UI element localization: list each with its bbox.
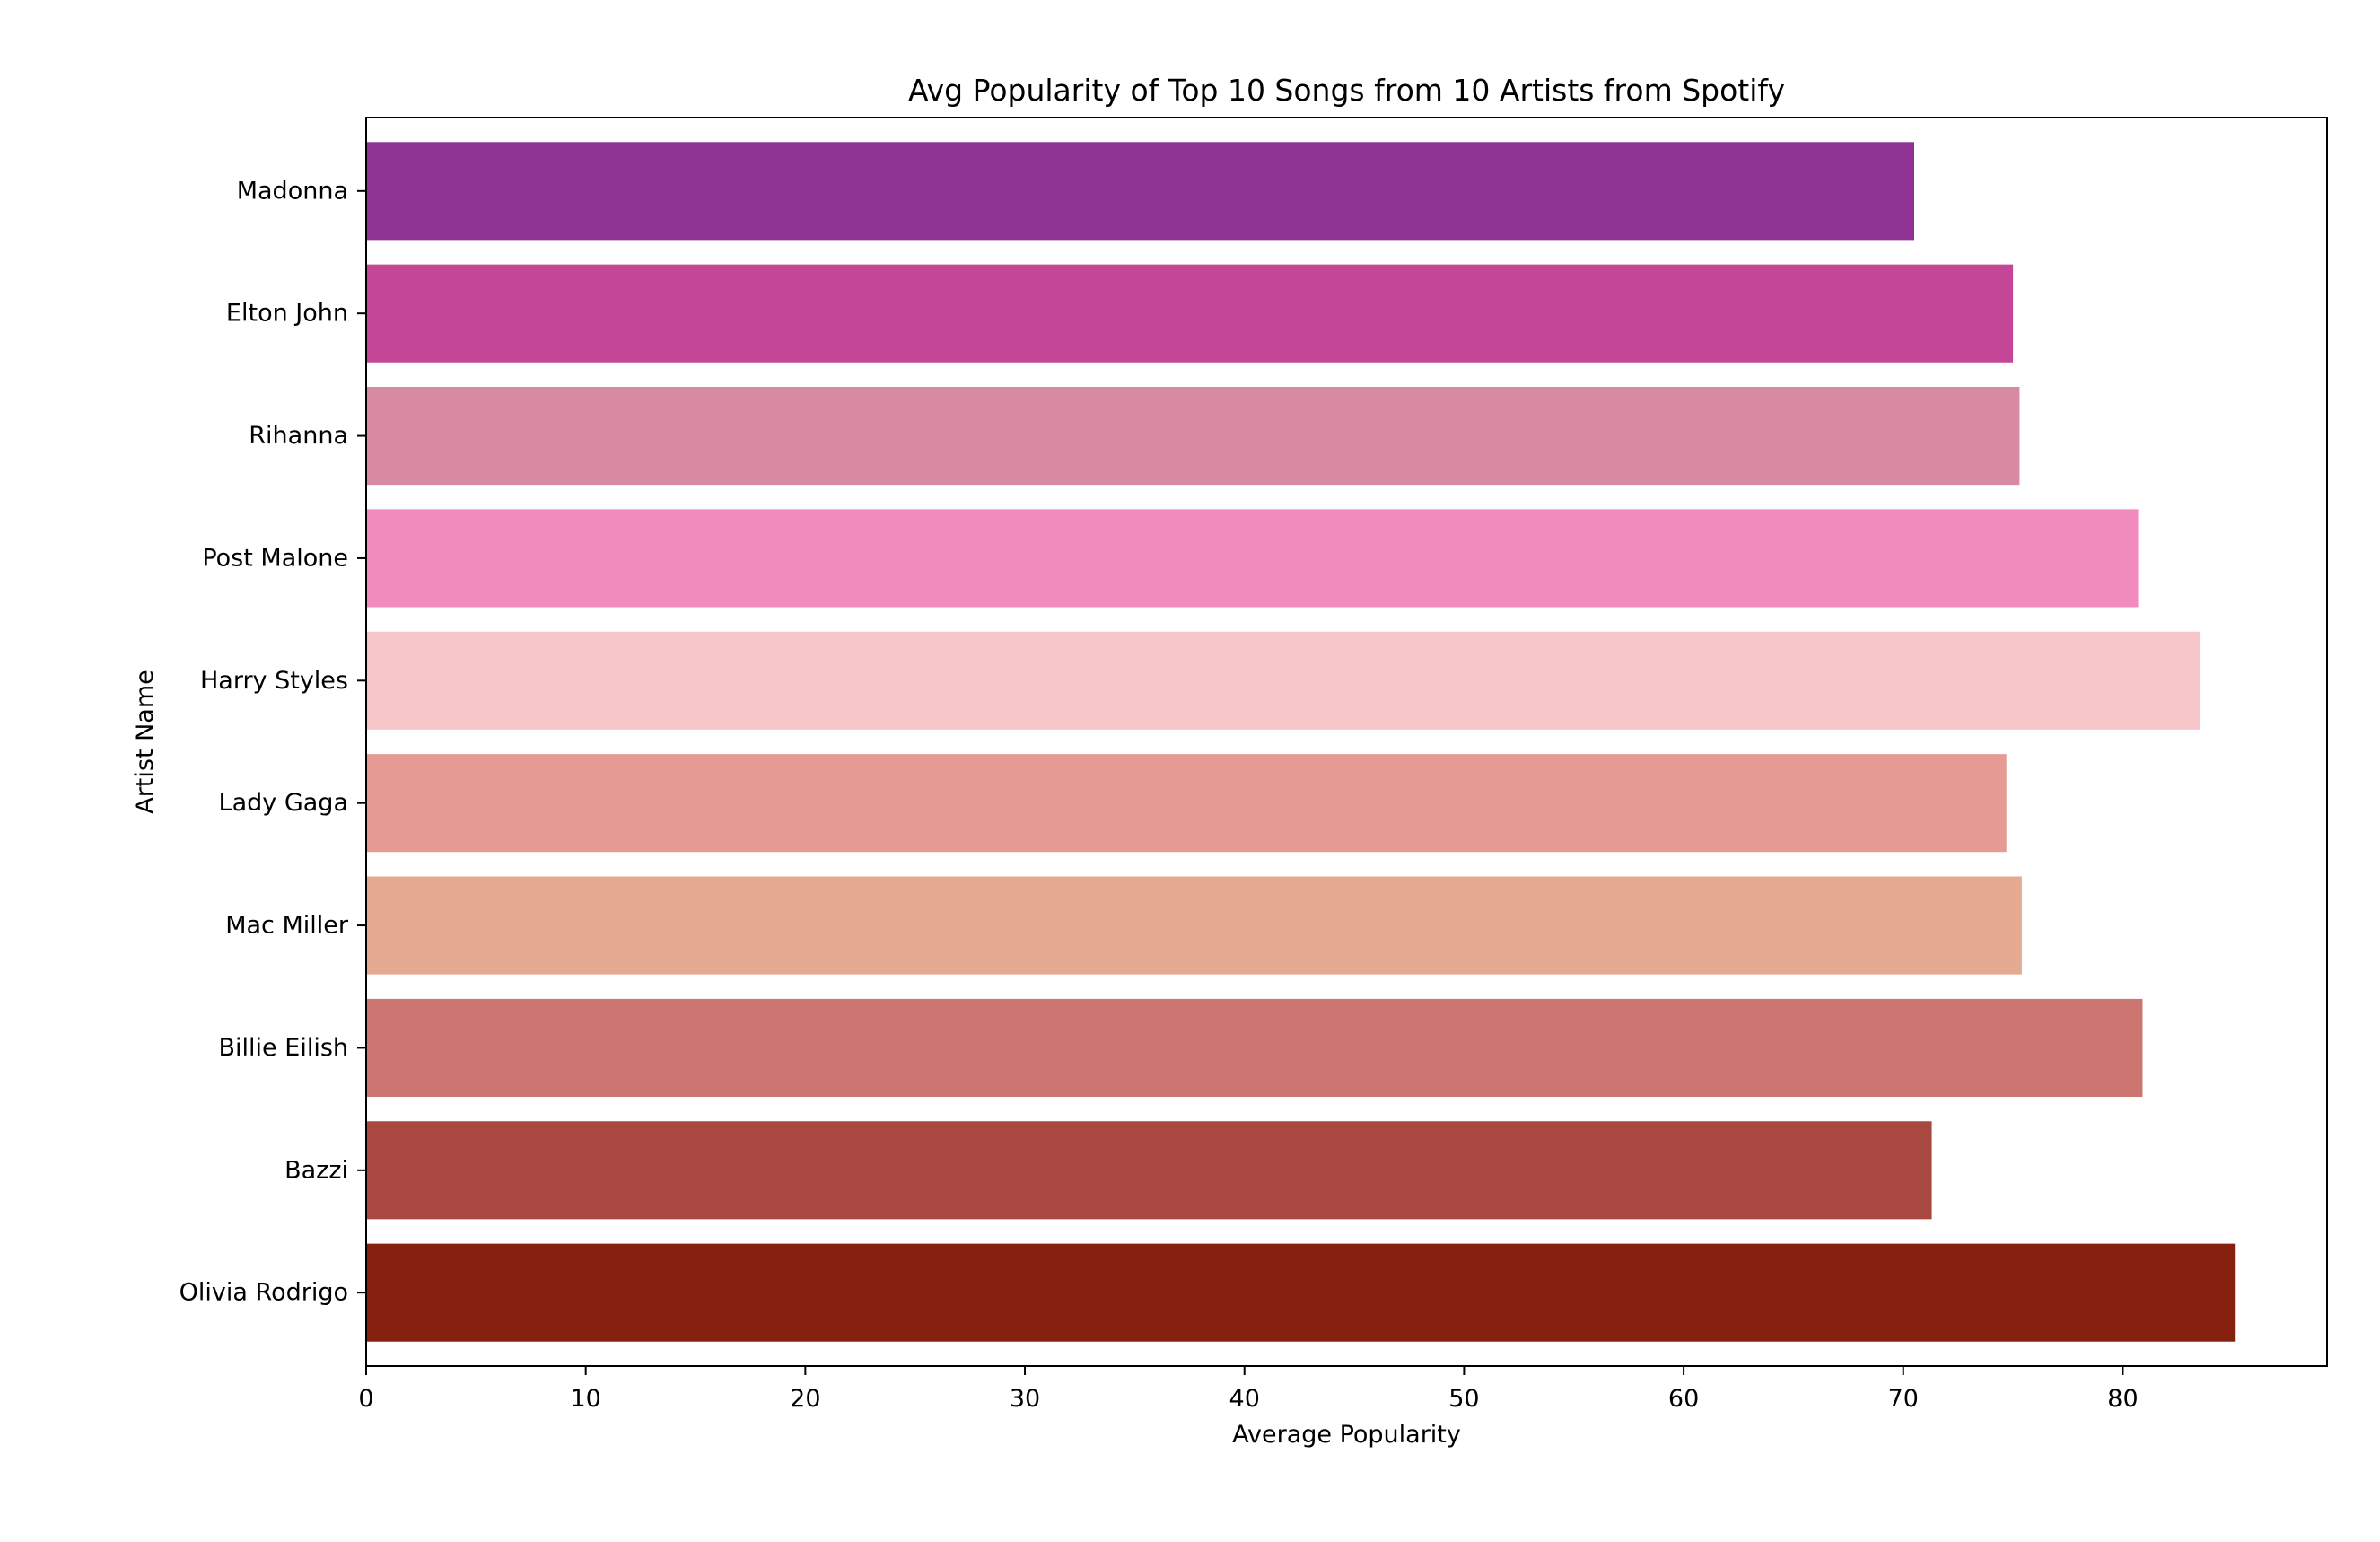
bar-olivia-rodrigo [366,1243,2236,1342]
y-axis-label: Artist Name [131,670,159,814]
x-tick-label: 0 [358,1385,373,1413]
x-tick-label: 20 [790,1385,820,1413]
plot-frame [365,117,2328,1367]
bar-mac-miller [366,876,2022,975]
x-tick-label: 30 [1010,1385,1040,1413]
x-tick-label: 80 [2107,1385,2138,1413]
y-tick-label: Mac Miller [225,912,349,940]
bar-post-malone [366,509,2139,608]
x-tick-label: 40 [1229,1385,1260,1413]
bar-lady-gaga [366,754,2007,853]
y-tick-label: Post Malone [202,544,348,572]
x-axis: 0 10 20 30 40 50 60 70 80 [358,1366,2139,1413]
x-tick-label: 50 [1448,1385,1479,1413]
x-tick-label: 10 [571,1385,601,1413]
y-tick-label: Harry Styles [200,667,348,695]
bar-elton-john [366,264,2014,363]
chart-title: Avg Popularity of Top 10 Songs from 10 A… [908,73,1785,108]
x-tick-label: 60 [1668,1385,1699,1413]
bar-madonna [366,142,1914,241]
bar-rihanna [366,387,2020,486]
x-axis-label: Average Popularity [1232,1421,1461,1449]
y-tick-label: Rihanna [249,422,348,450]
y-tick-label: Lady Gaga [219,789,348,817]
y-tick-label: Bazzi [284,1156,348,1184]
bar-harry-styles [366,631,2201,730]
y-tick-label: Madonna [237,177,348,205]
bar-bazzi [366,1121,1932,1220]
y-tick-label: Olivia Rodrigo [179,1279,348,1307]
y-tick-label: Elton John [226,300,348,328]
bar-billie-eilish [366,998,2143,1097]
y-axis: Madonna Elton John Rihanna Post Malone Harry… [179,177,366,1307]
x-tick-label: 70 [1888,1385,1919,1413]
y-tick-label: Billie Eilish [219,1034,348,1062]
bars-group [366,142,2236,1342]
